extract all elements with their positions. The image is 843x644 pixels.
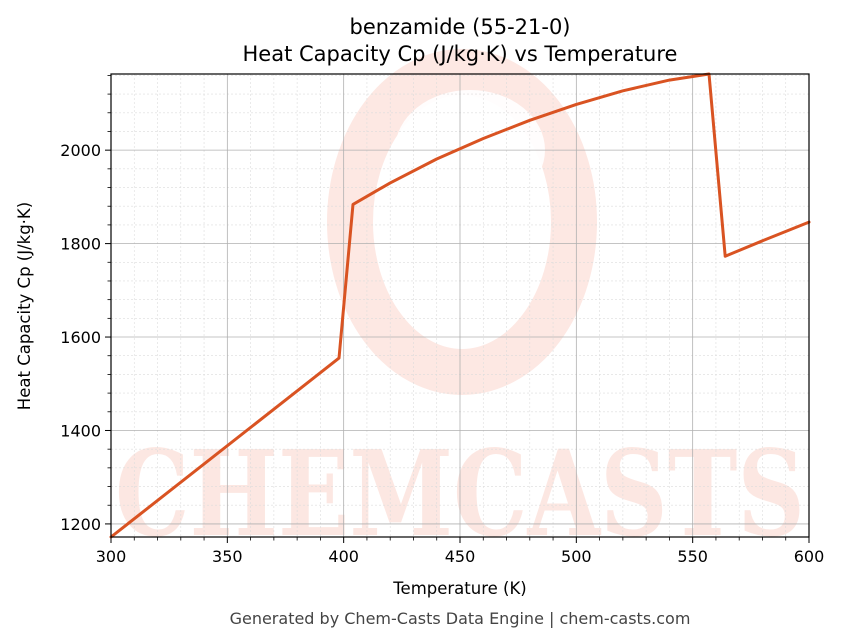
series-layer — [109, 72, 811, 539]
x-axis: 300 350 400 450 500 550 600 — [96, 537, 825, 566]
y-tick-label: 1400 — [60, 421, 101, 440]
chart-title: benzamide (55-21-0) — [349, 15, 570, 39]
chart-subtitle: Heat Capacity Cp (J/kg·K) vs Temperature — [243, 42, 678, 66]
y-axis: 1200 1400 1600 1800 2000 — [60, 75, 111, 534]
y-tick-label: 1600 — [60, 328, 101, 347]
x-tick-label: 450 — [445, 547, 476, 566]
y-tick-label: 1200 — [60, 515, 101, 534]
x-tick-label: 350 — [212, 547, 243, 566]
series-line — [109, 72, 811, 539]
x-tick-label: 550 — [677, 547, 708, 566]
x-tick-label: 500 — [561, 547, 592, 566]
footer-credit: Generated by Chem-Casts Data Engine | ch… — [230, 609, 691, 628]
x-tick-label: 300 — [96, 547, 127, 566]
x-tick-label: 600 — [794, 547, 825, 566]
y-tick-label: 2000 — [60, 141, 101, 160]
x-tick-label: 400 — [328, 547, 359, 566]
y-tick-label: 1800 — [60, 235, 101, 254]
y-axis-label: Heat Capacity Cp (J/kg·K) — [15, 202, 34, 410]
x-axis-label: Temperature (K) — [392, 579, 526, 598]
